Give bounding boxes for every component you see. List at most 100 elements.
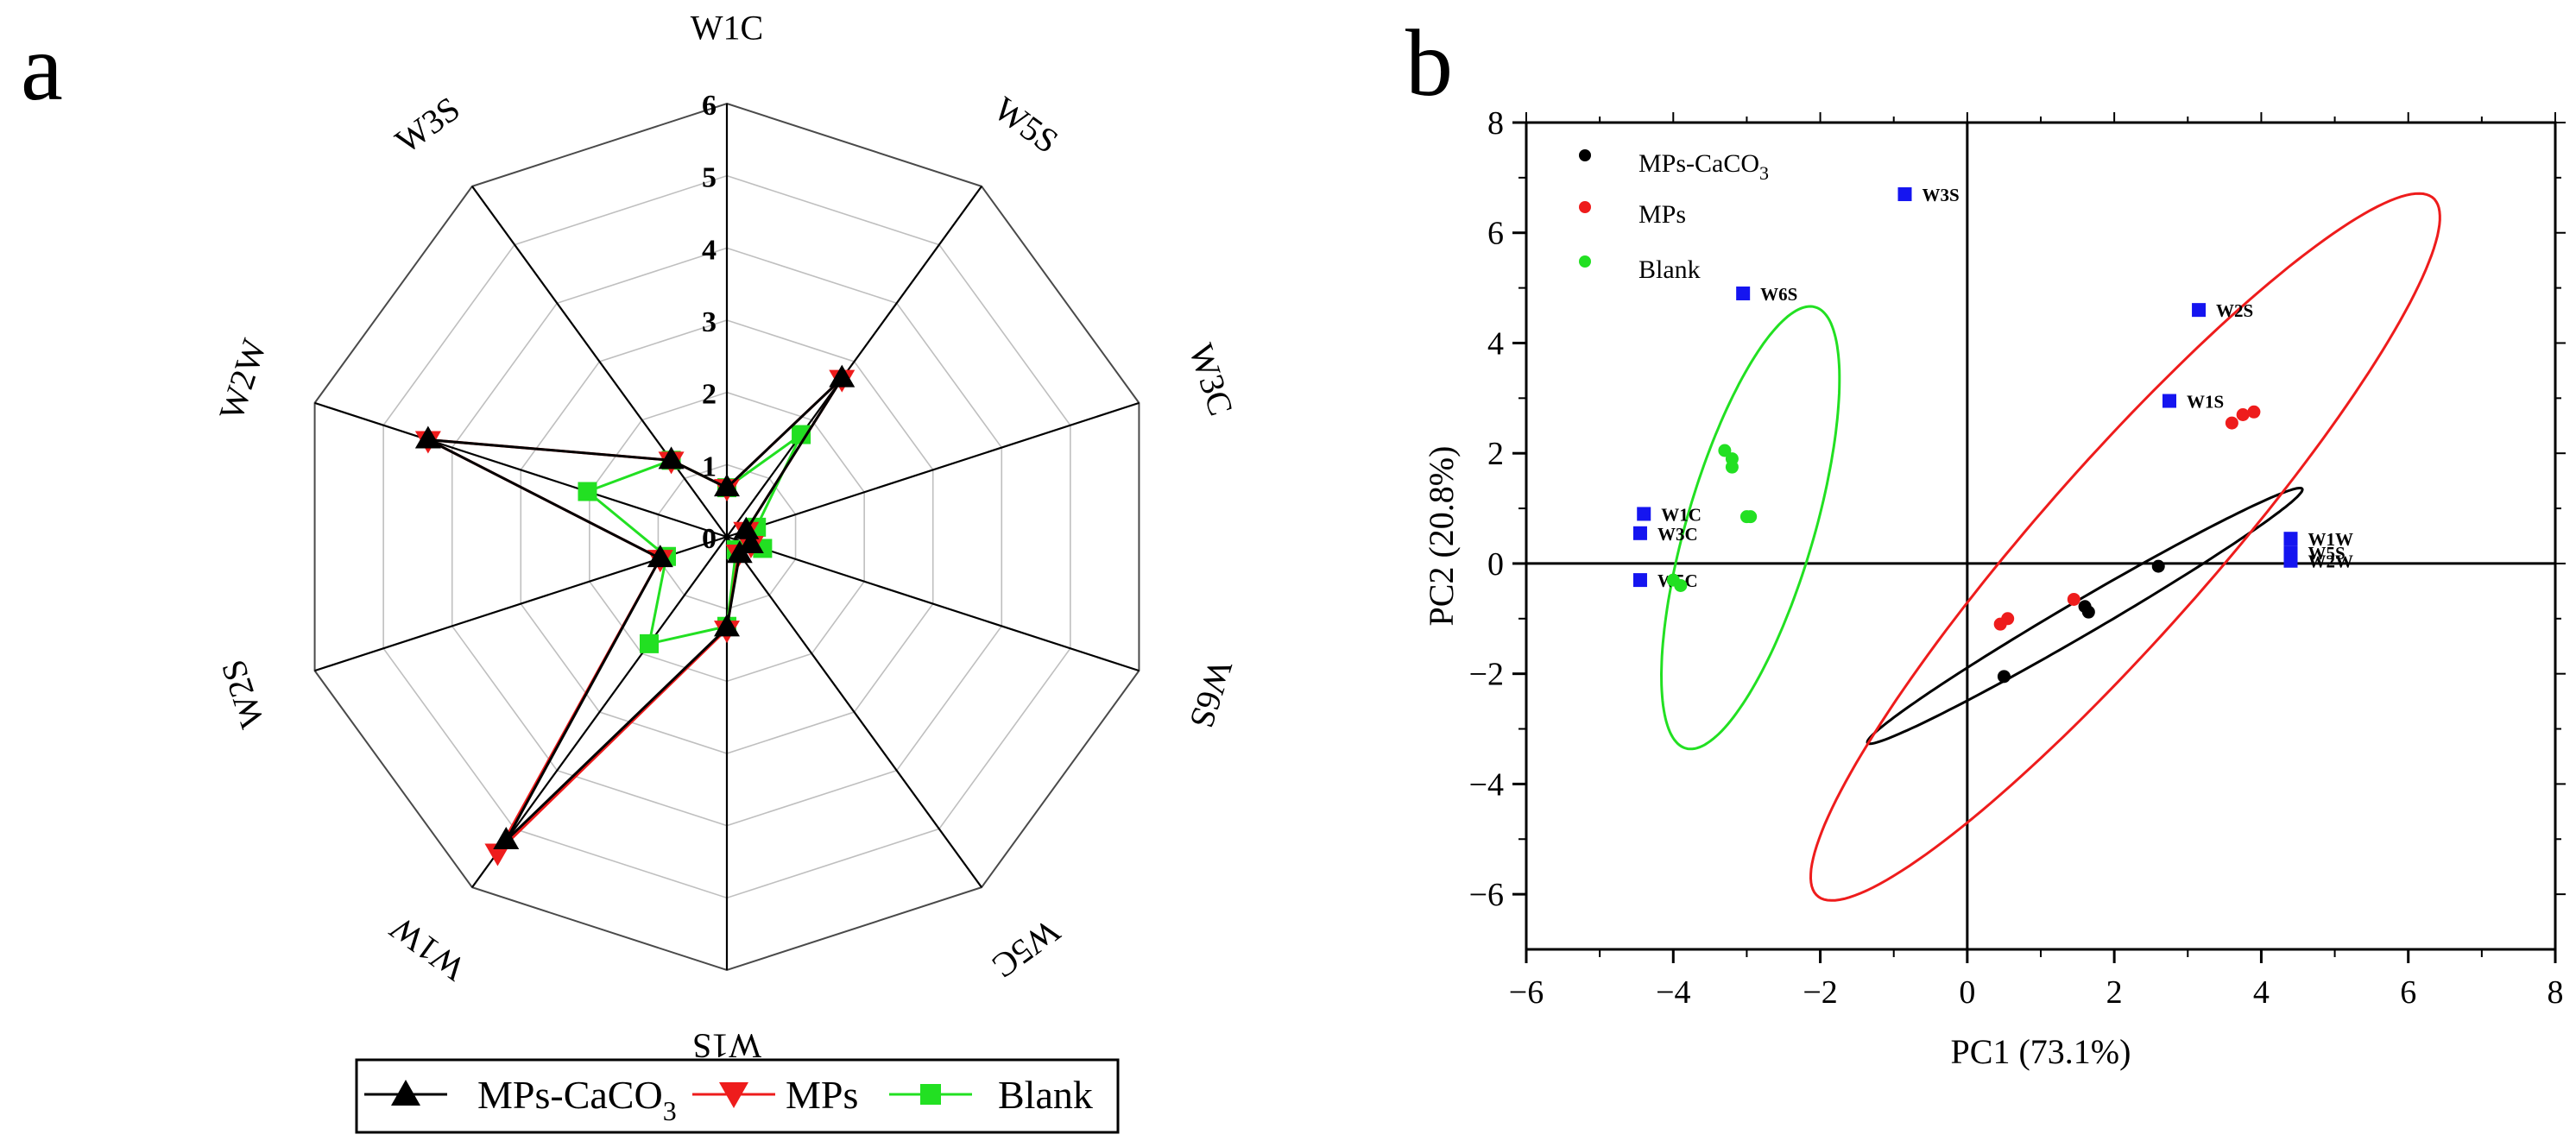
radar-marker-blank-w1w [640,633,660,653]
x-tick-label-7: 8 [2548,974,2564,1011]
radar-axis-label-w1w: W1W [382,909,472,989]
y-tick-label-2: −2 [1469,657,1504,693]
pca-axis-ticks: −6 −4 −2 0 2 4 6 8 −6 −4 −2 0 2 4 6 8 [1469,105,2566,1011]
pca-legend-label-mps-caco3-subscript: 3 [1759,162,1769,184]
pca-legend-entry-mps-caco3: MPs-CaCO3 [1579,149,1769,184]
radar-tick-label-0: 0 [702,523,717,555]
radar-tick-labels: 0 1 2 3 4 5 6 [702,90,717,555]
radar-axis-label-w3c: W3C [1182,339,1241,420]
radar-marker-mps-caco-w3s [658,446,685,470]
radar-marker-mps-caco-w1s [714,614,740,637]
pca-legend-entry-blank: Blank [1579,255,1701,284]
sensor-marker-w1c [1637,507,1651,521]
scatter-point-mps-3 [2225,416,2238,430]
x-tick-label-1: −4 [1656,974,1690,1011]
panel-label-a: a [21,15,63,120]
y-tick-label-5: 4 [1487,325,1504,362]
pca-x-axis-title: PC1 (73.1%) [1951,1032,2131,1071]
radar-marker-blank-w2w [578,482,597,501]
panel-label-b: b [1405,10,1453,116]
radar-tick-label-4: 4 [702,234,717,266]
radar-axis-label-w1c: W1C [691,9,763,47]
radar-spoke-w6s [726,535,1140,672]
sensor-label-w3s: W3S [1922,185,1959,205]
radar-axis-label-w5s: W5S [987,89,1065,161]
pca-legend-label-blank: Blank [1638,255,1701,284]
radar-marker-mps-caco-w2s [647,545,673,568]
radar-spoke-w5c [726,536,982,888]
scatter-point-mps-2 [2067,592,2080,606]
y-tick-label-7: 8 [1487,105,1504,142]
radar-series [414,364,856,867]
scatter-point-mps-1 [2001,612,2015,626]
scatter-point-mps-4 [2236,407,2250,421]
confidence-ellipse-blank [1659,305,1841,751]
sensor-label-w2w: W2W [2308,551,2353,572]
scatter-point-blank-6 [1744,510,1758,524]
y-tick-label-1: −4 [1469,766,1504,803]
radar-legend: MPs-CaCO3 MPs Blank [355,1058,1120,1134]
legend-marker-blank [920,1084,941,1105]
radar-marker-mps-caco-w5s [829,364,856,388]
pca-legend-marker-blank [1579,255,1591,268]
radar-tick-label-1: 1 [702,451,717,482]
x-tick-label-2: −2 [1803,974,1837,1011]
x-tick-label-0: −6 [1509,974,1544,1011]
sensor-label-w3c: W3C [1657,524,1698,545]
pca-sample-points [1666,405,2261,684]
sensor-marker-w3s [1897,187,1912,202]
radar-spoke-w3s [471,186,728,538]
radar-spoke-w1w [471,536,728,888]
radar-axis-label-w6s: W6S [1182,655,1241,733]
sensor-label-w1s: W1S [2187,392,2224,413]
radar-marker-mps-caco-w5c [726,540,753,564]
y-tick-label-0: −6 [1469,877,1504,913]
pca-legend-label-mps-caco3: MPs-CaCO3 [1638,149,1769,184]
pca-confidence-ellipses [1659,192,2441,902]
radar-marker-mps-caco-w2w [414,425,441,449]
sensor-marker-w2w [2283,553,2298,568]
radar-tick-label-6: 6 [702,90,717,122]
pca-legend-entry-mps: MPs [1579,200,1686,229]
x-tick-label-3: 0 [1959,974,1975,1011]
legend-marker-mps-caco3 [391,1080,420,1106]
sensor-marker-w5c [1632,573,1647,588]
sensor-label-w2s: W2S [2216,300,2253,321]
radar-spoke-w2w [314,401,728,539]
pca-zero-lines [1526,123,2555,949]
radar-marker-mps-caco-w6s [737,531,764,554]
x-tick-label-5: 4 [2253,974,2270,1011]
radar-axis-label-w2w: W2W [212,334,274,425]
radar-marker-mps-caco-w3c [733,516,760,539]
radar-spoke-w3c [726,401,1140,539]
scatter-point-blank-2 [1718,444,1732,457]
legend-entry-blank: Blank [889,1073,1093,1117]
pca-sensor-loadings: W3SW6SW2SW1SW1CW3CW5CW1WW5SW2W [1632,185,2353,591]
radar-tick-label-5: 5 [702,162,717,194]
sensor-marker-w1s [2162,394,2176,408]
pca-chart-panel: b −6 −4 −2 0 2 4 6 8 −6 −4 −2 0 2 4 6 8 W3S W6S W2S W1S W1C… [1405,10,2566,1071]
pca-y-axis-title: PC2 (20.8%) [1422,446,1461,627]
legend-marker-mps [719,1082,748,1108]
legend-label-mps-caco3-subscript: 3 [663,1095,677,1126]
radar-marker-mps-caco-w1c [714,474,740,497]
pca-legend-marker-mps-caco3 [1579,149,1591,161]
sensor-label-w1c: W1C [1661,504,1702,525]
sensor-label-w5s: W5S [2308,543,2345,564]
radar-axis-label-w5c: W5C [985,911,1067,986]
sensor-marker-w1w [2283,532,2298,546]
radar-marker-blank-w5s [792,425,811,444]
scatter-point-blank-1 [1674,578,1688,592]
radar-marker-mps-caco-w1w [493,826,520,849]
sensor-marker-w6s [1736,286,1751,300]
scatter-point-mps-caco-2 [2081,605,2095,619]
x-tick-label-6: 6 [2400,974,2416,1011]
y-tick-label-4: 2 [1487,436,1504,472]
sensor-marker-w3c [1632,526,1647,540]
scatter-point-mps-caco-3 [2151,559,2165,573]
legend-label-blank: Blank [998,1073,1093,1117]
scatter-point-mps-caco-0 [1997,670,2011,684]
scatter-point-blank-4 [1725,460,1739,474]
